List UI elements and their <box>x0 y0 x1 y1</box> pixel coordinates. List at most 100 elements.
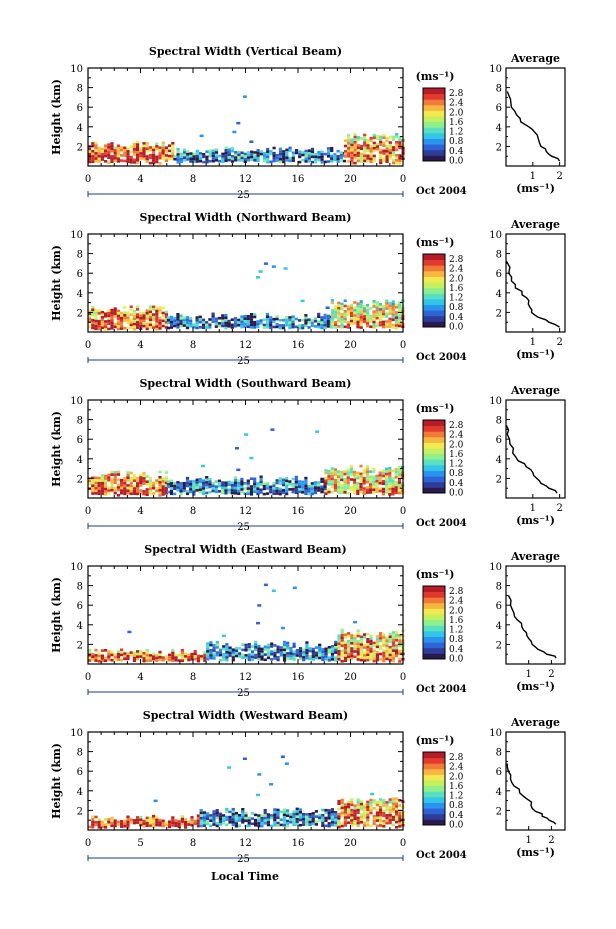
heatmap-cell <box>385 642 389 645</box>
heatmap-cell <box>185 479 190 483</box>
avg-y-tick-label: 6 <box>496 767 502 778</box>
heatmap-cell <box>97 660 101 663</box>
heatmap-cell <box>275 154 279 157</box>
heatmap-cell <box>198 154 203 158</box>
heatmap-cell <box>164 326 168 329</box>
heatmap-cell <box>388 302 392 305</box>
heatmap-cell <box>148 318 152 321</box>
heatmap-cell <box>164 655 168 658</box>
heatmap-cell <box>359 800 363 803</box>
heatmap-cell <box>88 651 92 654</box>
heatmap-cell <box>385 157 389 161</box>
x-tick-label: 0 <box>85 340 91 351</box>
heatmap-cell <box>91 326 95 330</box>
y-tick-label: 8 <box>77 416 83 427</box>
heatmap-cell <box>282 824 286 827</box>
heatmap-cell <box>110 653 114 657</box>
heatmap-cell <box>209 656 213 660</box>
heatmap-cell <box>363 133 367 137</box>
heatmap-cell <box>230 489 234 492</box>
heatmap-cell <box>340 470 344 474</box>
heatmap-cell <box>139 476 143 479</box>
heatmap-cell <box>394 306 398 309</box>
heatmap-cell <box>110 470 114 474</box>
heatmap-cell <box>161 152 165 155</box>
heatmap-cell <box>104 818 108 821</box>
heatmap-cell <box>240 320 244 324</box>
heatmap-cell <box>359 638 363 641</box>
heatmap-cell <box>292 815 296 819</box>
heatmap-cell <box>276 808 280 812</box>
heatmap-cell <box>211 481 215 485</box>
heatmap-cell <box>291 318 295 321</box>
heatmap-cell <box>347 821 351 824</box>
heatmap-cell <box>372 814 376 818</box>
heatmap-cell <box>391 631 395 634</box>
heatmap-cell <box>382 133 386 137</box>
heatmap-cell <box>132 142 136 146</box>
heatmap-cell <box>169 315 174 319</box>
heatmap-cell <box>116 314 120 318</box>
heatmap-cell <box>282 152 286 156</box>
heatmap-cell <box>308 655 312 658</box>
heatmap-cell <box>265 325 270 329</box>
heatmap-cell <box>148 816 152 820</box>
heatmap-cell <box>356 323 360 326</box>
heatmap-cell <box>388 658 392 662</box>
heatmap-cell <box>228 649 232 652</box>
heatmap-cell <box>218 653 223 657</box>
heatmap-cell <box>218 817 222 821</box>
heatmap-cell <box>391 302 395 306</box>
heatmap-cell <box>94 144 98 147</box>
heatmap-cell <box>282 653 287 657</box>
heatmap-cell <box>240 154 244 157</box>
heatmap-cell <box>366 324 370 328</box>
heatmap-cell <box>391 636 395 639</box>
heatmap-cell <box>161 154 165 158</box>
heatmap-cell <box>132 161 136 164</box>
heatmap-cell <box>379 148 383 152</box>
heatmap-cell <box>350 304 354 307</box>
heatmap-cell <box>308 647 312 650</box>
heatmap-cell <box>375 311 379 315</box>
heatmap-cell <box>195 152 199 155</box>
heatmap-cell <box>246 158 251 162</box>
heatmap-cell <box>321 808 325 812</box>
heatmap-cell <box>379 819 383 822</box>
heatmap-cell <box>350 156 354 160</box>
heatmap-cell <box>382 633 386 637</box>
colorbar-swatch <box>423 442 445 449</box>
heatmap-cell <box>369 139 373 143</box>
heatmap-cell <box>320 153 324 156</box>
avg-title: Average <box>510 218 560 231</box>
heatmap-cell <box>104 492 108 496</box>
heatmap-cell <box>94 327 98 331</box>
heatmap-cell <box>237 321 241 324</box>
heatmap-cell <box>176 326 180 329</box>
heatmap-cell <box>388 808 392 812</box>
heatmap-cell <box>346 323 350 327</box>
heatmap-cell <box>123 824 127 828</box>
heatmap-cell <box>353 650 357 653</box>
heatmap-cell <box>116 317 120 320</box>
heatmap-cell <box>385 137 389 140</box>
heatmap-cell <box>209 816 213 820</box>
heatmap-cell <box>301 158 305 162</box>
heatmap-cell <box>346 307 350 311</box>
heatmap-cell <box>145 819 149 822</box>
heatmap-cell <box>391 138 396 141</box>
heatmap-cell <box>395 156 399 160</box>
heatmap-cell <box>359 464 363 468</box>
heatmap-cell <box>305 820 309 824</box>
heatmap-cell <box>273 651 277 655</box>
heatmap-cell <box>187 658 191 662</box>
heatmap-cell <box>372 659 376 663</box>
heatmap-cell <box>142 659 146 663</box>
heatmap-cell <box>313 481 318 484</box>
heatmap-cell <box>379 800 383 804</box>
heatmap-cell <box>385 808 389 812</box>
heatmap-cell <box>372 644 376 647</box>
heatmap-cell <box>155 320 159 323</box>
heatmap-cell <box>237 156 241 159</box>
heatmap-cell <box>217 324 222 328</box>
